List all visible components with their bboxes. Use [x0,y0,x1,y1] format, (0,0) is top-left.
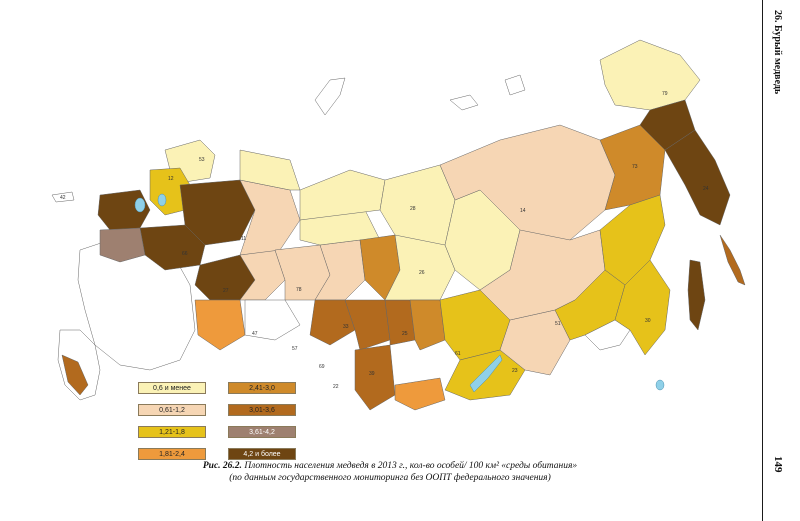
running-head: 26. Бурый медведь [772,10,783,95]
region-number-labels: 79 24 14 28 11 51 30 61 23 26 73 53 12 4… [60,91,709,390]
region-label: 30 [645,318,651,324]
region-tatarstan [194,299,246,351]
region-label: 39 [369,371,375,377]
region-novaya-zemlya [314,77,346,116]
region-kuril [719,234,746,286]
region-label: 14 [520,208,526,214]
region-novosibirsk [344,299,391,351]
legend-item: 3,01-3,6 [228,404,296,416]
region-tver [99,227,146,263]
caption-line-1: Рис. 26.2. Плотность населения медведя в… [130,460,650,472]
region-chukotka [599,39,701,111]
region-label: 33 [343,324,349,330]
region-sakhalin [687,259,706,331]
region-label: 57 [292,346,298,352]
region-yamal [299,169,386,221]
region-label: 22 [333,384,339,390]
region-severnaya-zemlya [504,74,526,96]
lakes [134,193,665,393]
legend-item: 4,2 и более [228,448,296,460]
region-altai [354,344,396,411]
figure-caption: Рис. 26.2. Плотность населения медведя в… [130,460,650,484]
figure-label: Рис. 26.2. [202,461,242,471]
region-label: 28 [410,206,416,212]
region-primorye [614,259,671,356]
region-chelyabinsk [244,299,301,341]
caption-line-2: (по данным государственного мониторинга … [229,473,551,483]
legend-item: 1,81-2,4 [138,448,206,460]
lake-baikal [469,354,503,393]
lake-khanka [655,379,665,391]
legend-item: 0,6 и менее [138,382,206,394]
region-label: 11 [241,236,246,242]
region-label: 61 [455,351,461,357]
region-label: 73 [632,164,638,170]
region-caucasus-south [61,354,89,396]
region-kaliningrad [51,191,75,203]
legend-item: 3,61-4,2 [228,426,296,438]
region-label: 42 [60,195,66,201]
region-label: 66 [182,251,188,257]
region-label: 78 [296,287,302,293]
region-label: 79 [662,91,668,97]
legend-item: 1,21-1,8 [138,426,206,438]
region-jewish [584,319,631,351]
lake-ladoga [134,197,146,213]
map-legend: 0,6 и менее 0,61-1,2 1,21-1,8 1,81-2,4 2… [138,382,308,462]
region-yakutia [439,124,616,251]
region-label: 24 [703,186,709,192]
legend-item: 2,41-3,0 [228,382,296,394]
region-label: 27 [223,288,229,294]
lake-onega [157,193,167,207]
region-label: 51 [555,321,561,327]
region-label: 47 [252,331,258,337]
region-label: 69 [319,364,325,370]
region-omsk [309,299,356,346]
page-number: 149 [772,456,784,473]
legend-item: 0,61-1,2 [138,404,206,416]
region-khakassia [409,299,446,351]
region-tyva [394,377,446,411]
region-label: 23 [512,368,518,374]
region-label: 25 [402,331,408,337]
region-label: 26 [419,270,425,276]
region-new-siberian-islands [449,94,479,111]
map-regions [51,39,746,411]
caption-text: Плотность населения медведя в 2013 г., к… [244,461,578,471]
region-kamchatka [664,129,731,226]
region-label: 12 [168,176,174,182]
region-label: 53 [199,157,205,163]
region-nenets [239,149,301,191]
page-edge-rule [762,0,763,521]
